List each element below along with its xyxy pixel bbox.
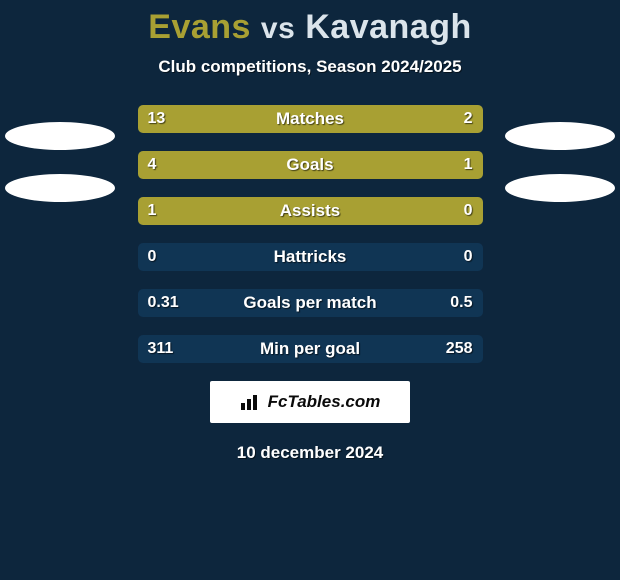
title: Evans vs Kavanagh	[0, 0, 620, 47]
bar-value-left: 1	[148, 197, 157, 225]
stat-bar: Goals4 1	[138, 151, 483, 179]
bar-value-left: 13	[148, 105, 166, 133]
bar-label: Matches	[138, 105, 483, 133]
ellipse-left-1	[5, 122, 115, 150]
player1-name: Evans	[148, 8, 251, 46]
right-ellipses	[505, 122, 615, 226]
stat-bar: Min per goal311 258	[138, 335, 483, 363]
player2-name: Kavanagh	[305, 8, 472, 46]
footer-logo: FcTables.com	[210, 381, 410, 423]
bar-value-left: 0.31	[148, 289, 179, 317]
bar-value-left: 0	[148, 243, 157, 271]
ellipse-right-1	[505, 122, 615, 150]
footer-site: FcTables.com	[268, 392, 381, 412]
bar-label: Assists	[138, 197, 483, 225]
bars-icon	[240, 393, 262, 411]
bar-value-right: 0	[464, 243, 473, 271]
bar-label: Goals per match	[138, 289, 483, 317]
bar-label: Goals	[138, 151, 483, 179]
stat-bars: Matches132Goals41Assists10Hattricks00Goa…	[138, 105, 483, 363]
bar-value-right: 2	[464, 105, 473, 133]
subtitle: Club competitions, Season 2024/2025	[0, 57, 620, 77]
stat-bar: Assists1 0	[138, 197, 483, 225]
bar-value-right: 258	[446, 335, 473, 363]
stat-bar: Hattricks0 0	[138, 243, 483, 271]
ellipse-right-2	[505, 174, 615, 202]
bar-value-right: 0	[464, 197, 473, 225]
bar-label: Hattricks	[138, 243, 483, 271]
stat-bar: Matches13 2	[138, 105, 483, 133]
left-ellipses	[5, 122, 115, 226]
bar-value-right: 1	[464, 151, 473, 179]
bar-value-right: 0.5	[450, 289, 472, 317]
bar-label: Min per goal	[138, 335, 483, 363]
bar-value-left: 311	[148, 335, 174, 363]
stat-bar: Goals per match0.31 0.5	[138, 289, 483, 317]
bar-value-left: 4	[148, 151, 157, 179]
footer-date: 10 december 2024	[0, 443, 620, 463]
title-vs: vs	[261, 12, 295, 45]
ellipse-left-2	[5, 174, 115, 202]
comparison-infographic: Evans vs Kavanagh Club competitions, Sea…	[0, 0, 620, 580]
